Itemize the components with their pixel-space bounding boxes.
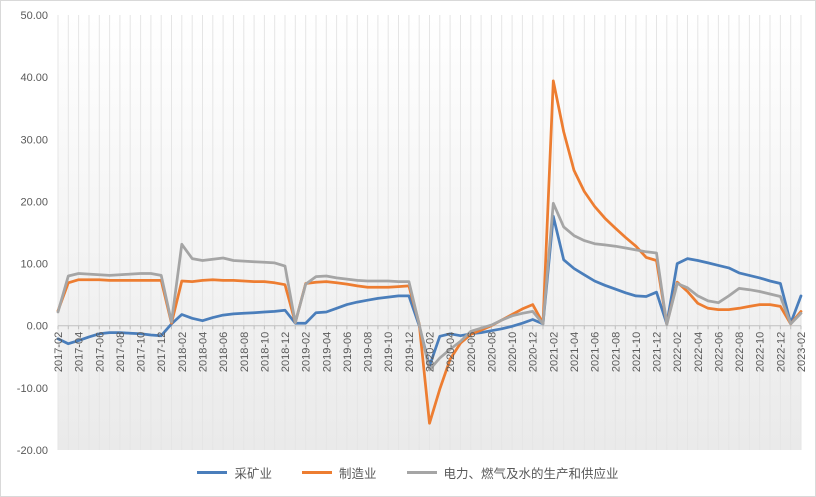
x-tick-label: 2022-12 — [775, 332, 787, 372]
x-tick-label: 2017-12 — [156, 332, 168, 372]
x-tick-label: 2020-06 — [466, 332, 478, 372]
y-tick-label: 40.00 — [20, 72, 48, 84]
x-tick-label: 2022-10 — [755, 332, 767, 372]
x-tick-label: 2019-12 — [404, 332, 416, 372]
x-tick-label: 2021-12 — [652, 332, 664, 372]
x-tick-label: 2020-04 — [445, 332, 457, 372]
x-tick-label: 2021-04 — [569, 332, 581, 372]
x-tick-label: 2017-06 — [94, 332, 106, 372]
y-tick-label: -10.00 — [17, 383, 48, 395]
x-tick-label: 2022-02 — [672, 332, 684, 372]
x-tick-label: 2021-02 — [548, 332, 560, 372]
x-tick-label: 2018-08 — [239, 332, 251, 372]
legend-item-mining: 采矿业 — [197, 463, 272, 482]
x-tick-label: 2018-06 — [218, 332, 230, 372]
x-tick-label: 2019-06 — [342, 332, 354, 372]
x-tick-label: 2017-02 — [53, 332, 65, 372]
x-tick-label: 2018-04 — [198, 332, 210, 372]
x-tick-label: 2020-10 — [507, 332, 519, 372]
x-tick-label: 2020-12 — [528, 332, 540, 372]
x-tick-label: 2020-08 — [486, 332, 498, 372]
y-tick-label: 30.00 — [20, 134, 48, 146]
x-tick-label: 2019-02 — [301, 332, 313, 372]
x-tick-label: 2018-02 — [177, 332, 189, 372]
legend-label-utilities: 电力、燃气及水的生产和供应业 — [443, 467, 619, 481]
x-tick-label: 2019-08 — [363, 332, 375, 372]
x-tick-label: 2022-06 — [713, 332, 725, 372]
x-tick-label: 2017-04 — [74, 332, 86, 372]
legend-line-swatch-mining — [197, 471, 228, 474]
legend-label-mining: 采矿业 — [234, 467, 272, 481]
y-axis-labels: 50.00 40.00 30.00 20.00 10.00 0.00 -10.00 -20.0… — [17, 10, 48, 457]
x-tick-label: 2022-08 — [734, 332, 746, 372]
legend: 采矿业 制造业 电力、燃气及水的生产和供应业 — [1, 463, 815, 482]
y-tick-label: 10.00 — [20, 259, 48, 271]
x-tick-label: 2020-02 — [425, 332, 437, 372]
x-tick-label: 2021-06 — [590, 332, 602, 372]
y-tick-label: 0.00 — [27, 321, 48, 333]
x-tick-label: 2023-02 — [796, 332, 808, 372]
x-tick-label: 2021-08 — [610, 332, 622, 372]
x-tick-label: 2022-04 — [693, 332, 705, 372]
legend-line-swatch-utilities — [406, 471, 437, 474]
legend-item-manufacturing: 制造业 — [301, 463, 377, 482]
legend-label-manufacturing: 制造业 — [338, 467, 377, 481]
series-lines — [56, 79, 803, 425]
x-tick-label: 2017-08 — [115, 332, 127, 372]
y-tick-label: -20.00 — [17, 445, 48, 457]
series-line-utilities — [56, 201, 803, 372]
y-tick-label: 50.00 — [20, 10, 48, 22]
x-tick-label: 2018-12 — [280, 332, 292, 372]
x-tick-label: 2018-10 — [259, 332, 271, 372]
y-tick-label: 20.00 — [20, 196, 48, 208]
legend-item-utilities: 电力、燃气及水的生产和供应业 — [406, 463, 619, 482]
x-axis-labels: 2017-02 2017-04 2017-06 2017-08 2017-10 2017-… — [53, 332, 808, 372]
x-tick-label: 2019-10 — [383, 332, 395, 372]
vertical-gridlines — [57, 15, 802, 450]
x-tick-label: 2017-10 — [136, 332, 148, 372]
legend-line-swatch-manufacturing — [301, 471, 332, 474]
x-tick-label: 2019-04 — [321, 332, 333, 372]
x-tick-label: 2021-10 — [631, 332, 643, 372]
